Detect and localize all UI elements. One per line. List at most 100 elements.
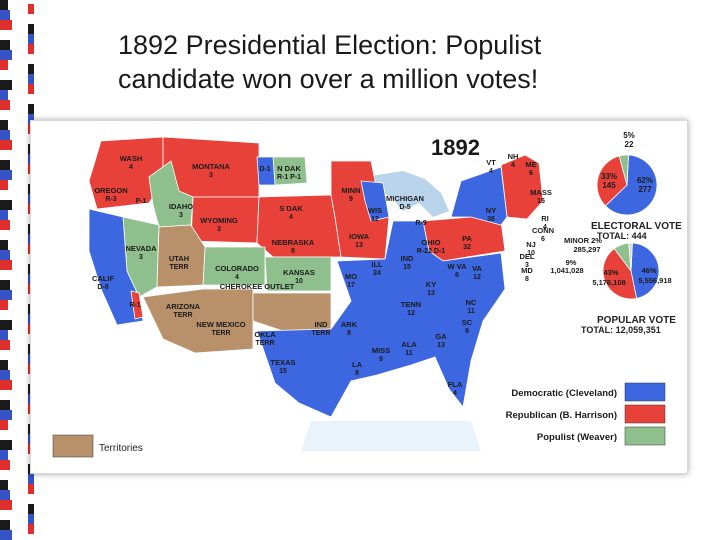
electoral-vote-pie: 62%277 33%145 5%22 <box>596 131 658 216</box>
state-electoral-value: 12 <box>371 216 379 223</box>
territories-legend: Territories <box>52 434 143 458</box>
state-name: ARIZONA <box>166 302 201 311</box>
state-electoral-value: 3 <box>209 172 213 179</box>
stripe-block <box>0 520 10 530</box>
state-electoral-value: TERR <box>169 264 188 271</box>
stripe-block <box>0 510 8 520</box>
state-name: NEBRASKA <box>272 238 315 247</box>
region-democratic-wisconsin <box>360 180 390 222</box>
state-label: VT4 <box>486 158 496 175</box>
stripe-block <box>0 320 12 330</box>
state-name: MICHIGAN <box>386 194 424 203</box>
state-electoral-value: 3 <box>525 262 529 269</box>
stripe-block <box>28 44 34 54</box>
pie-label: MINOR 2% <box>564 236 602 245</box>
state-label: R-1 <box>129 302 140 309</box>
stripe-block <box>28 24 34 34</box>
state-electoral-value: D-5 <box>399 204 410 211</box>
stripe-block <box>28 104 34 114</box>
map-year: 1892 <box>431 135 480 160</box>
region-democratic-north-dakota-slice <box>256 156 276 186</box>
state-electoral-value: 4 <box>289 214 293 221</box>
stripe-block <box>28 484 34 494</box>
stripe-block <box>0 250 10 260</box>
stripe-block <box>0 50 12 60</box>
state-electoral-value: R-1 P-1 <box>277 174 301 181</box>
state-name: NEVADA <box>125 244 157 253</box>
stripe-block <box>28 524 34 534</box>
state-name: OREGON <box>94 186 127 195</box>
state-electoral-value: 36 <box>487 216 495 223</box>
stripe-block <box>0 330 8 340</box>
region-republican-california-slice <box>130 290 144 320</box>
stripe-block <box>0 270 8 280</box>
state-electoral-value: 24 <box>373 270 381 277</box>
state-name: MISS <box>372 346 390 355</box>
stripe-block <box>28 34 34 44</box>
stripe-block <box>0 390 8 400</box>
stripe-block <box>0 430 10 440</box>
stripe-block <box>0 450 8 460</box>
stripe-block <box>0 90 8 100</box>
state-name: NEW MEXICO <box>196 320 245 329</box>
stripe-block <box>0 400 10 410</box>
legend-swatch <box>624 404 666 424</box>
state-electoral-value: 4 <box>489 168 493 175</box>
state-electoral-value: 4 <box>511 162 515 169</box>
legend-label: Populist (Weaver) <box>537 432 617 443</box>
state-electoral-value: 8 <box>291 248 295 255</box>
pie-label: 145 <box>602 181 616 190</box>
state-label: D-1 <box>259 166 270 173</box>
stripe-block <box>0 260 12 270</box>
stripe-block <box>28 64 34 74</box>
state-name: NY <box>486 206 496 215</box>
state-name: S DAK <box>279 204 303 213</box>
state-electoral-value: 15 <box>403 264 411 271</box>
popular-vote-total: TOTAL: 12,059,351 <box>581 325 661 335</box>
state-name: NC <box>466 298 477 307</box>
stripe-block <box>28 504 34 514</box>
popular-vote-heading: POPULAR VOTE <box>597 315 676 326</box>
state-electoral-value: TERR <box>211 330 230 337</box>
pie-slice-populist <box>618 154 629 186</box>
state-name: IOWA <box>349 232 370 241</box>
pie-slice-republican <box>596 155 628 207</box>
pie-label: 277 <box>638 185 652 194</box>
pie-label: 33% <box>601 172 617 181</box>
stripe-block <box>0 210 8 220</box>
stripe-block <box>0 30 8 40</box>
stripe-block <box>0 140 12 150</box>
state-electoral-value: 6 <box>455 272 459 279</box>
state-name: ALA <box>401 340 417 349</box>
stripe-block <box>28 74 34 84</box>
stripe-block <box>0 350 12 360</box>
territories-label: Territories <box>99 443 143 454</box>
state-label: CHEROKEE OUTLET <box>220 282 295 291</box>
region-populist-kansas <box>264 256 332 292</box>
state-label: MD8 <box>521 266 533 283</box>
state-name: MD <box>521 266 533 275</box>
state-name: LA <box>352 360 363 369</box>
pie-label: 9% <box>566 258 577 267</box>
state-name: CONN <box>532 226 554 235</box>
state-electoral-value: R-1 <box>129 302 140 309</box>
state-electoral-value: R-22 D-1 <box>417 248 446 255</box>
region-democratic-south <box>256 220 506 418</box>
state-electoral-value: 8 <box>355 370 359 377</box>
stripe-block <box>28 534 34 540</box>
state-name: CHEROKEE OUTLET <box>220 282 295 291</box>
pie-slice-republican <box>602 248 638 300</box>
state-name: N DAK <box>277 164 301 173</box>
stripe-block <box>28 114 34 124</box>
stripe-block <box>0 310 10 320</box>
